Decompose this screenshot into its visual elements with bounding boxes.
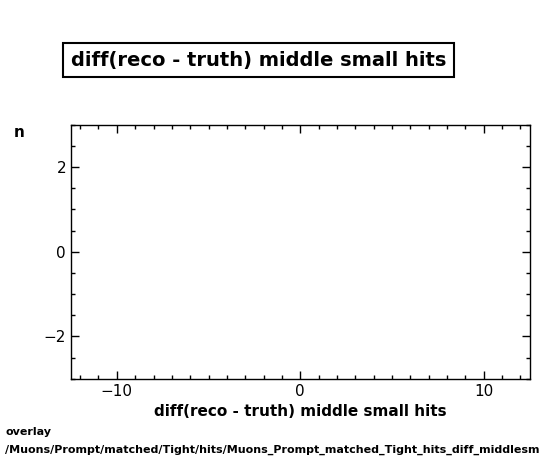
Text: /Muons/Prompt/matched/Tight/hits/Muons_Prompt_matched_Tight_hits_diff_middlesm: /Muons/Prompt/matched/Tight/hits/Muons_P… (5, 445, 540, 455)
X-axis label: diff(reco - truth) middle small hits: diff(reco - truth) middle small hits (154, 404, 447, 419)
Text: n: n (14, 125, 25, 140)
Text: overlay: overlay (5, 426, 51, 437)
Text: diff(reco - truth) middle small hits: diff(reco - truth) middle small hits (71, 50, 447, 70)
